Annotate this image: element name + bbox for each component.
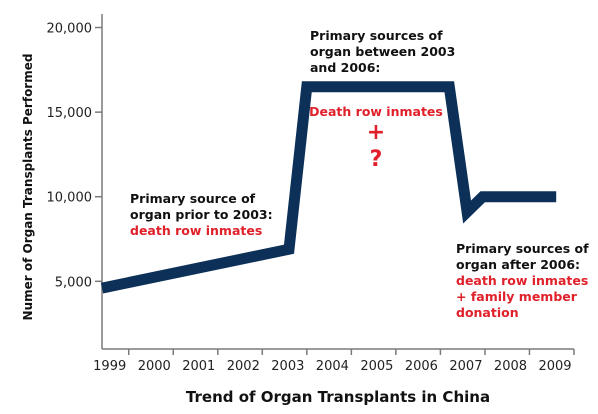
annotation-before-line-2: organ prior to 2003: <box>130 207 273 222</box>
annotation-before-2003: Primary source of organ prior to 2003: d… <box>130 191 273 239</box>
x-tick-label: 2002 <box>227 359 260 374</box>
annotation-after-highlight-1: death row inmates <box>456 273 589 288</box>
x-tick-label: 2006 <box>405 359 438 374</box>
annotation-mid-line-2: organ between 2003 <box>310 44 456 59</box>
x-tick-label: 2000 <box>138 359 171 374</box>
x-ticks: 1999 2000 2001 2002 2003 2004 2005 2006 2007 2008… <box>93 349 575 374</box>
annotation-mid-line-3: and 2006: <box>310 60 381 75</box>
x-tick-label: 2008 <box>494 359 527 374</box>
x-tick-label: 2009 <box>538 359 571 374</box>
y-tick-label: 5,000 <box>55 275 92 290</box>
chart-title: Trend of Organ Transplants in China <box>186 388 490 406</box>
y-axis-label: Numer of Organ Transplants Performed <box>21 54 35 321</box>
y-tick-label: 20,000 <box>47 22 93 37</box>
annotation-before-line-1: Primary source of <box>130 191 256 206</box>
annotation-after-line-2: organ after 2006: <box>456 257 581 272</box>
x-tick-label: 2007 <box>449 359 482 374</box>
y-tick-label: 15,000 <box>47 106 93 121</box>
annotation-after-highlight-3: donation <box>456 305 519 320</box>
annotation-before-highlight: death row inmates <box>130 223 263 238</box>
annotation-after-line-1: Primary sources of <box>456 241 589 256</box>
annotation-after-highlight-2: + family member <box>456 289 577 304</box>
annotation-after-2006: Primary sources of organ after 2006: dea… <box>456 241 589 321</box>
series-line <box>100 81 557 294</box>
mid-death-row-label: Death row inmates <box>309 104 443 119</box>
annotation-mid-line-1: Primary sources of <box>310 28 443 43</box>
mid-plus-sign: + <box>366 120 386 145</box>
x-tick-label: 2003 <box>271 359 304 374</box>
mid-question-mark: ? <box>369 147 383 172</box>
axes <box>101 14 574 350</box>
y-ticks: 5,000 10,000 15,000 20,000 <box>47 22 102 290</box>
x-tick-label: 2005 <box>360 359 393 374</box>
x-tick-label: 2001 <box>182 359 215 374</box>
y-tick-label: 10,000 <box>47 191 93 206</box>
x-tick-label: 1999 <box>93 359 126 374</box>
annotation-2003-2006: Primary sources of organ between 2003 an… <box>310 28 455 76</box>
x-tick-label: 2004 <box>316 359 349 374</box>
